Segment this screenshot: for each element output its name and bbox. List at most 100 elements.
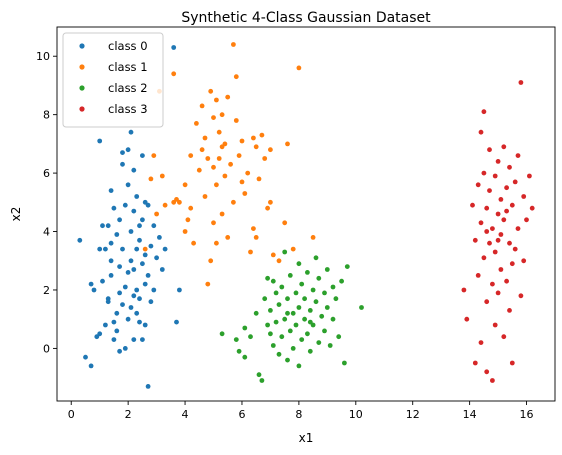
axes-frame <box>56 26 556 402</box>
data-point <box>108 188 114 194</box>
data-point <box>484 369 490 375</box>
data-point <box>117 348 122 354</box>
data-point <box>490 281 495 287</box>
legend-marker <box>79 43 85 49</box>
data-point <box>268 331 273 337</box>
data-point <box>282 316 288 322</box>
data-point <box>324 305 330 310</box>
data-point <box>159 267 165 272</box>
data-point <box>125 316 131 322</box>
data-point <box>461 287 467 293</box>
data-point <box>231 199 236 205</box>
data-point <box>157 235 162 240</box>
data-point <box>492 173 498 179</box>
data-point <box>122 284 128 290</box>
data-point <box>327 343 333 348</box>
data-point <box>504 278 509 284</box>
data-point <box>97 246 103 252</box>
data-point <box>324 267 330 272</box>
data-point <box>120 302 125 307</box>
data-point <box>487 240 492 246</box>
data-point <box>339 278 344 284</box>
data-point <box>256 176 262 182</box>
data-point <box>268 147 273 153</box>
data-point <box>481 170 487 176</box>
data-point <box>293 290 299 296</box>
data-point <box>319 313 325 319</box>
data-point <box>151 153 157 159</box>
data-point <box>270 252 276 258</box>
data-point <box>108 240 114 246</box>
data-point <box>504 185 509 191</box>
data-point <box>495 237 501 243</box>
data-point <box>159 173 165 179</box>
data-point <box>256 372 262 378</box>
data-point <box>205 156 211 161</box>
data-point <box>287 273 293 278</box>
data-point <box>151 223 157 229</box>
legend-entry: class 1 <box>79 60 148 74</box>
data-point <box>131 337 137 342</box>
data-point <box>108 258 114 264</box>
data-point <box>182 182 188 188</box>
data-point <box>293 322 299 328</box>
data-point <box>83 354 88 360</box>
y-tick-label: 2 <box>43 284 50 297</box>
data-point <box>177 287 182 293</box>
data-point <box>253 235 259 240</box>
data-point <box>487 188 492 194</box>
y-tick-label: 4 <box>43 226 50 239</box>
x-tick-label: 0 <box>68 408 75 421</box>
legend-label: class 3 <box>108 102 148 116</box>
data-point <box>330 316 336 322</box>
data-point <box>507 308 512 313</box>
data-point <box>188 153 194 159</box>
data-point <box>342 360 347 366</box>
data-point <box>490 226 495 232</box>
data-point <box>521 258 527 264</box>
data-point <box>199 147 205 153</box>
data-point <box>122 202 128 208</box>
data-point <box>128 305 134 310</box>
data-point <box>134 287 140 293</box>
data-point <box>137 237 142 243</box>
data-point <box>316 340 322 345</box>
data-point <box>131 293 137 299</box>
data-point <box>125 147 131 153</box>
data-point <box>225 235 231 240</box>
data-point <box>307 308 313 313</box>
x-tick-label: 6 <box>238 408 245 421</box>
data-point <box>279 284 285 290</box>
data-point <box>259 132 265 138</box>
data-point <box>475 182 481 188</box>
data-point <box>310 287 316 293</box>
data-point <box>162 202 168 208</box>
data-point <box>268 308 273 313</box>
data-point <box>222 173 228 179</box>
data-point <box>128 129 134 135</box>
data-point <box>219 211 225 217</box>
data-point <box>236 348 242 354</box>
data-point <box>285 141 290 147</box>
data-point <box>111 337 117 342</box>
data-point <box>242 354 248 360</box>
data-point <box>521 194 527 199</box>
data-point <box>285 296 290 302</box>
data-point <box>100 278 105 284</box>
data-point <box>211 115 216 120</box>
data-point <box>125 270 131 275</box>
data-point <box>219 331 225 337</box>
data-point <box>498 232 504 237</box>
data-point <box>478 129 484 135</box>
data-point <box>290 246 296 252</box>
data-point <box>245 170 251 176</box>
data-point <box>142 322 148 328</box>
legend-entries: class 0 class 1 class 2 class 3 <box>79 39 148 116</box>
y-axis-ticks: 0 2 4 6 8 10 <box>36 50 57 355</box>
data-point <box>140 261 145 267</box>
x-tick-label: 10 <box>349 408 363 421</box>
data-point <box>492 322 498 328</box>
y-tick-label: 10 <box>36 50 50 63</box>
data-point <box>194 121 199 126</box>
data-point <box>472 360 478 366</box>
